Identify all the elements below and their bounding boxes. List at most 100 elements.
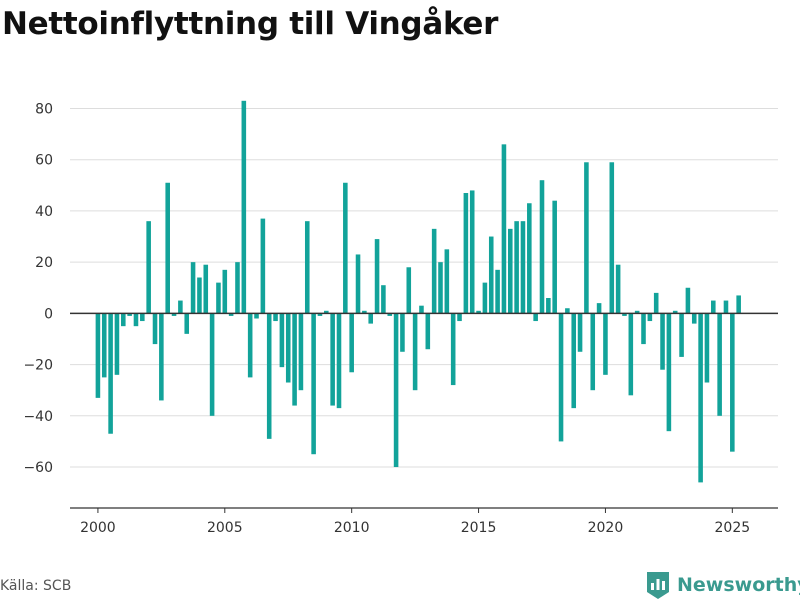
bar [292, 313, 297, 406]
y-tick-label: −40 [23, 409, 53, 425]
bar [469, 190, 475, 314]
bar [577, 313, 583, 352]
bar [101, 313, 107, 378]
bar [133, 313, 139, 327]
bar [552, 200, 557, 314]
bar [558, 313, 564, 442]
bar [596, 303, 602, 314]
bar [431, 228, 437, 314]
bar [152, 313, 158, 345]
bar [622, 313, 627, 316]
bar [520, 221, 526, 314]
bar [641, 313, 646, 345]
bar [565, 308, 570, 314]
bar [324, 310, 329, 314]
bar [628, 313, 634, 396]
bar [711, 300, 716, 314]
bar [184, 313, 190, 334]
bar [216, 282, 221, 314]
bar [222, 269, 228, 314]
bar [336, 313, 342, 409]
bar [279, 313, 285, 368]
bar [546, 298, 551, 314]
bar [381, 285, 386, 314]
bar [171, 313, 177, 316]
bar [438, 262, 443, 314]
bar [190, 262, 196, 314]
bar [209, 313, 215, 416]
bar [653, 292, 659, 314]
bar [393, 313, 399, 468]
bar [197, 277, 202, 314]
bar [482, 282, 488, 314]
bar [178, 300, 183, 314]
bar [317, 313, 323, 316]
bar [501, 144, 507, 314]
bar [647, 313, 653, 322]
bar [666, 313, 672, 432]
bar [590, 313, 596, 391]
x-tick-label: 2015 [461, 520, 497, 536]
bar [362, 310, 367, 314]
bar [235, 262, 240, 314]
bar [108, 313, 113, 434]
bar [736, 295, 741, 314]
gridlines [70, 107, 778, 468]
bar [285, 313, 291, 383]
bar [254, 313, 259, 319]
bar [406, 267, 412, 314]
bar [127, 313, 132, 316]
brand: Newsworthy [645, 570, 800, 600]
chart-title: Nettoinflyttning till Vingåker [2, 6, 499, 42]
bar [273, 313, 278, 322]
bar [488, 236, 494, 314]
bar [704, 313, 710, 383]
bar [165, 182, 170, 314]
bar [304, 221, 310, 314]
bar [114, 313, 120, 375]
y-tick-label: 40 [35, 204, 53, 220]
bar [634, 310, 640, 314]
bar [241, 100, 247, 314]
bar [691, 313, 697, 324]
bar [660, 313, 665, 370]
x-tick-label: 2025 [715, 520, 751, 536]
bar [571, 313, 577, 409]
x-tick-label: 2010 [334, 520, 370, 536]
bar [140, 313, 145, 322]
y-tick-label: −20 [23, 358, 53, 374]
axes [70, 312, 778, 513]
bar [730, 313, 735, 452]
brand-name: Newsworthy [677, 574, 800, 596]
bar [159, 313, 164, 401]
y-tick-labels: −60 −40 −20 0 20 40 60 80 [23, 101, 53, 476]
bar [679, 313, 684, 357]
x-tick-label: 2000 [80, 520, 116, 536]
source-note: Källa: SCB [0, 578, 72, 594]
bar [584, 162, 589, 314]
bar [412, 313, 418, 391]
bar [527, 203, 532, 314]
bar [203, 264, 209, 314]
bar [508, 228, 513, 314]
bar [463, 193, 469, 314]
bar [685, 287, 691, 314]
bar [95, 313, 101, 398]
bar [400, 313, 405, 352]
newsworthy-logo-icon [647, 572, 669, 599]
x-tick-label: 2020 [588, 520, 624, 536]
bar [355, 254, 361, 314]
bar [311, 313, 316, 455]
bar [349, 313, 354, 373]
y-tick-label: 60 [35, 153, 53, 169]
bar [387, 313, 393, 316]
bar [444, 249, 450, 314]
x-tick-label: 2005 [207, 520, 243, 536]
bar [615, 264, 621, 314]
y-tick-label: 80 [35, 101, 53, 117]
bar [343, 182, 348, 314]
bar [419, 305, 424, 314]
bar [698, 313, 703, 483]
bar [247, 313, 253, 378]
